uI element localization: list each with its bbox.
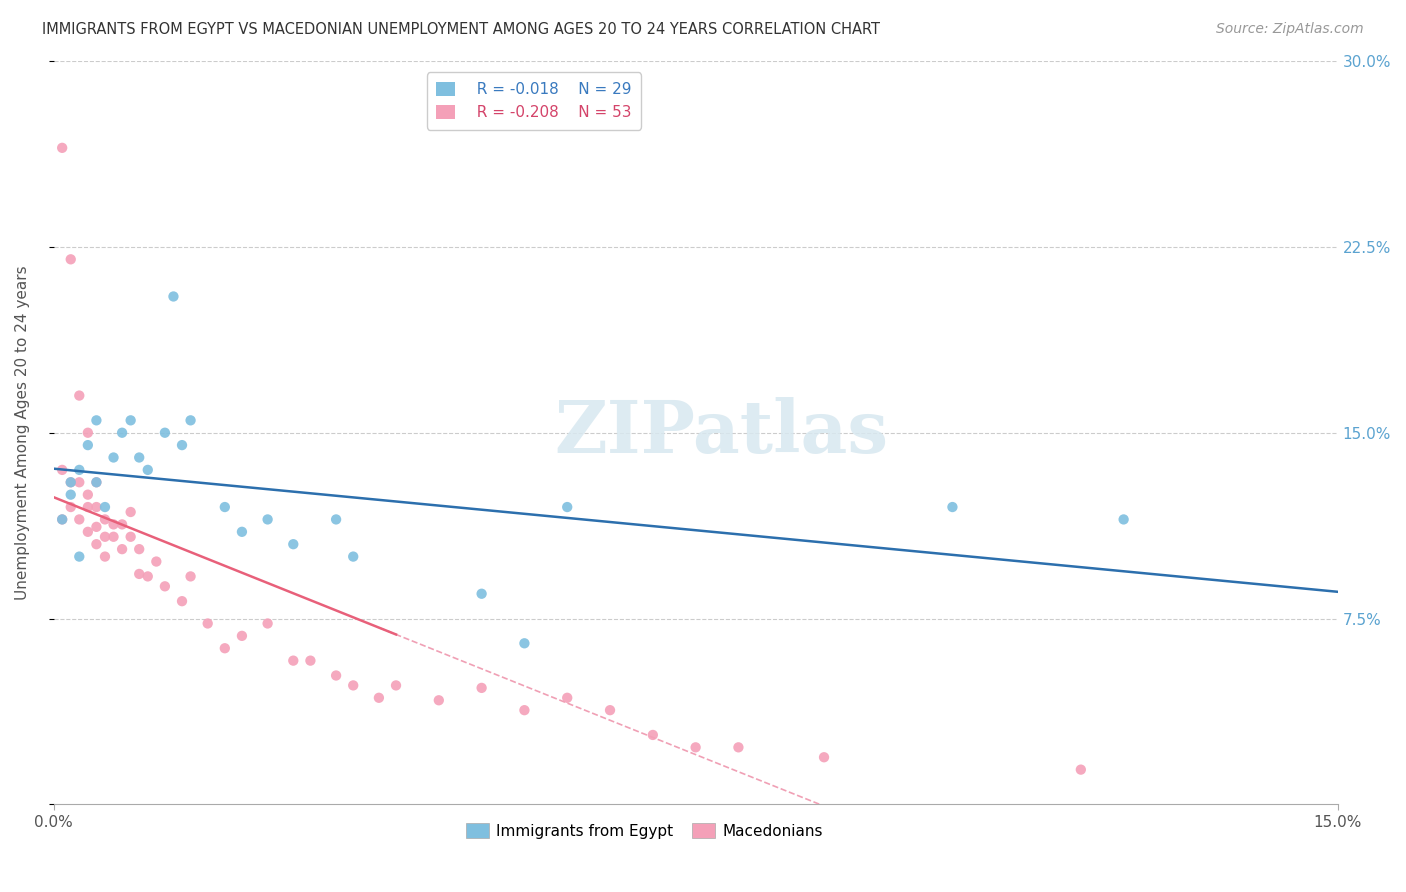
Text: IMMIGRANTS FROM EGYPT VS MACEDONIAN UNEMPLOYMENT AMONG AGES 20 TO 24 YEARS CORRE: IMMIGRANTS FROM EGYPT VS MACEDONIAN UNEM… <box>42 22 880 37</box>
Point <box>170 438 193 452</box>
Point <box>197 616 219 631</box>
Point <box>471 681 494 695</box>
Point <box>128 542 150 557</box>
Point <box>76 524 98 539</box>
Point <box>86 537 108 551</box>
Point <box>641 728 664 742</box>
Point <box>153 425 176 440</box>
Point <box>128 450 150 465</box>
Point <box>67 463 90 477</box>
Point <box>727 740 749 755</box>
Point <box>145 555 167 569</box>
Point <box>67 512 90 526</box>
Point <box>685 740 707 755</box>
Legend: Immigrants from Egypt, Macedonians: Immigrants from Egypt, Macedonians <box>460 817 830 845</box>
Point <box>94 549 117 564</box>
Point <box>299 654 322 668</box>
Point <box>214 500 236 514</box>
Point <box>76 425 98 440</box>
Point <box>120 505 142 519</box>
Point <box>86 475 108 490</box>
Point <box>59 252 82 267</box>
Point <box>162 289 184 303</box>
Point <box>103 530 125 544</box>
Point <box>1112 512 1135 526</box>
Point <box>367 690 389 705</box>
Point <box>51 463 73 477</box>
Point <box>94 500 117 514</box>
Point <box>103 450 125 465</box>
Point <box>111 542 134 557</box>
Point <box>325 512 347 526</box>
Point <box>136 463 159 477</box>
Point <box>128 566 150 581</box>
Point <box>256 512 278 526</box>
Point <box>342 549 364 564</box>
Point <box>471 587 494 601</box>
Point <box>111 425 134 440</box>
Point <box>76 438 98 452</box>
Point <box>120 530 142 544</box>
Y-axis label: Unemployment Among Ages 20 to 24 years: Unemployment Among Ages 20 to 24 years <box>15 266 30 600</box>
Point <box>59 475 82 490</box>
Point <box>51 141 73 155</box>
Point <box>256 616 278 631</box>
Point <box>111 517 134 532</box>
Point <box>67 388 90 402</box>
Point <box>427 693 450 707</box>
Point <box>180 569 202 583</box>
Text: Source: ZipAtlas.com: Source: ZipAtlas.com <box>1216 22 1364 37</box>
Text: ZIPatlas: ZIPatlas <box>554 397 889 468</box>
Point <box>283 537 305 551</box>
Point <box>813 750 835 764</box>
Point <box>231 524 253 539</box>
Point <box>94 530 117 544</box>
Point <box>103 517 125 532</box>
Point <box>76 488 98 502</box>
Point <box>86 413 108 427</box>
Point <box>59 500 82 514</box>
Point <box>51 512 73 526</box>
Point <box>941 500 963 514</box>
Point <box>120 413 142 427</box>
Point <box>555 500 578 514</box>
Point <box>214 641 236 656</box>
Point <box>283 654 305 668</box>
Point <box>342 678 364 692</box>
Point <box>513 703 536 717</box>
Point <box>180 413 202 427</box>
Point <box>59 488 82 502</box>
Point <box>599 703 621 717</box>
Point <box>513 636 536 650</box>
Point <box>1070 763 1092 777</box>
Point <box>76 500 98 514</box>
Point <box>94 512 117 526</box>
Point <box>86 500 108 514</box>
Point <box>170 594 193 608</box>
Point <box>67 549 90 564</box>
Point <box>86 520 108 534</box>
Point <box>51 512 73 526</box>
Point <box>67 475 90 490</box>
Point <box>136 569 159 583</box>
Point <box>86 475 108 490</box>
Point <box>153 579 176 593</box>
Point <box>231 629 253 643</box>
Point <box>325 668 347 682</box>
Point <box>385 678 408 692</box>
Point <box>59 475 82 490</box>
Point <box>555 690 578 705</box>
